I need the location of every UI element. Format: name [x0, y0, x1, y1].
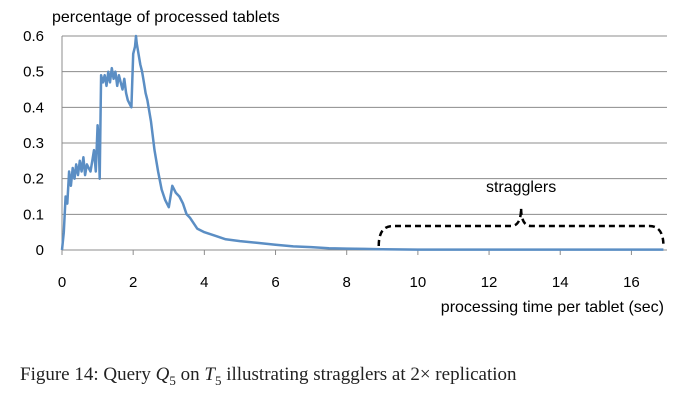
stragglers-bracket [377, 207, 665, 247]
y-tick-label: 0.6 [23, 28, 44, 45]
caption-suffix: illustrating stragglers at 2× replicatio… [221, 364, 517, 385]
grid-lines [62, 35, 667, 215]
y-tick-label: 0.2 [23, 171, 44, 188]
x-tick-label: 10 [410, 274, 427, 291]
x-tick-label: 0 [58, 274, 66, 291]
caption-query-subscript: 5 [169, 372, 176, 388]
x-tick-label: 4 [200, 274, 208, 291]
y-tick-label: 0.4 [23, 99, 44, 116]
caption-on: on [175, 364, 205, 385]
x-axis-title: processing time per tablet (sec) [441, 299, 664, 316]
series-layer [60, 34, 664, 251]
y-tick-label: 0.3 [23, 135, 44, 152]
caption-table-subscript: 5 [214, 372, 222, 388]
y-tick-label: 0 [36, 242, 44, 259]
x-tick-label: 8 [343, 274, 351, 291]
series-line [60, 34, 664, 251]
caption-table-symbol: T [204, 364, 215, 385]
caption-prefix: Figure 14: Query [20, 364, 156, 385]
stragglers-annotation: stragglers [377, 179, 665, 247]
figure-caption: Figure 14: Query Q5 on T5 illustrating s… [20, 364, 680, 389]
line-chart: 0 0.1 0.2 0.3 0.4 0.5 0.6 0 2 4 6 8 10 12 14 16 straggl… [23, 9, 667, 316]
x-tick-label: 14 [552, 274, 569, 291]
y-tick-label: 0.1 [23, 206, 44, 223]
x-tick-label: 6 [271, 274, 279, 291]
stragglers-label: stragglers [486, 179, 556, 196]
x-tick-label: 16 [623, 274, 640, 291]
x-tick-label: 12 [481, 274, 498, 291]
y-axis-title: percentage of processed tablets [52, 9, 280, 26]
y-tick-label: 0.5 [23, 64, 44, 81]
caption-query-symbol: Q [155, 364, 170, 385]
x-tick-label: 2 [129, 274, 137, 291]
tick-labels: 0 0.1 0.2 0.3 0.4 0.5 0.6 0 2 4 6 8 10 12 14 16 [23, 28, 640, 291]
